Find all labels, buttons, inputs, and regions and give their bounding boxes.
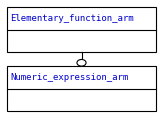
Text: Numeric_expression_arm: Numeric_expression_arm	[11, 73, 129, 82]
Bar	[7, 66, 156, 111]
Bar	[7, 7, 156, 52]
Circle shape	[77, 59, 86, 66]
Text: Elementary_function_arm: Elementary_function_arm	[11, 14, 134, 23]
